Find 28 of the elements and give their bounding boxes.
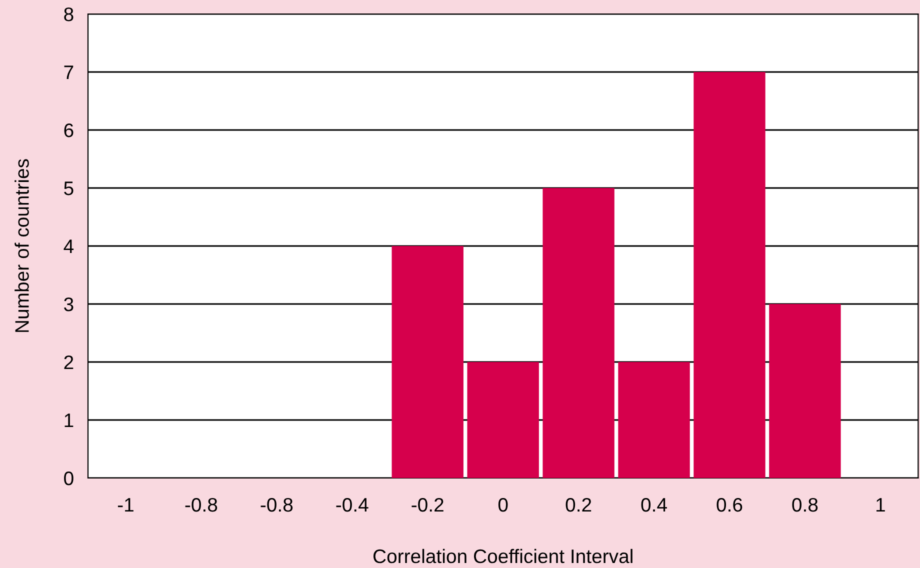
- bar: [694, 72, 766, 478]
- x-tick-label: -0.4: [336, 498, 368, 512]
- x-tick-label: 0.8: [792, 498, 818, 512]
- x-tick-label: 1: [876, 498, 885, 512]
- x-tick-label: 0.4: [641, 498, 667, 512]
- x-tick-label: -1: [118, 498, 134, 512]
- bar: [467, 362, 539, 478]
- bar: [769, 304, 841, 478]
- y-tick-label: 8: [64, 7, 74, 22]
- x-tick-label: 0: [498, 498, 508, 512]
- bar: [392, 246, 464, 478]
- bar: [542, 188, 614, 478]
- x-tick-label: -0.8: [260, 498, 293, 512]
- y-tick-label: 3: [64, 297, 74, 312]
- y-tick-label: 6: [64, 123, 74, 138]
- y-axis-title: Number of countries: [14, 159, 29, 332]
- y-tick-label: 0: [64, 471, 74, 486]
- x-tick-label: 0.2: [566, 498, 592, 512]
- y-tick-label: 1: [64, 414, 74, 428]
- y-tick-label: 4: [64, 240, 74, 254]
- x-tick-label: -0.2: [412, 498, 444, 512]
- y-tick-label: 5: [64, 182, 74, 196]
- bar: [618, 362, 690, 478]
- y-tick-label: 2: [64, 355, 74, 370]
- y-tick-label: 7: [64, 66, 74, 80]
- x-tick-label: -0.8: [185, 498, 218, 512]
- x-axis-title: Correlation Coefficient Interval: [373, 548, 632, 564]
- x-tick-label: 0.6: [716, 498, 742, 512]
